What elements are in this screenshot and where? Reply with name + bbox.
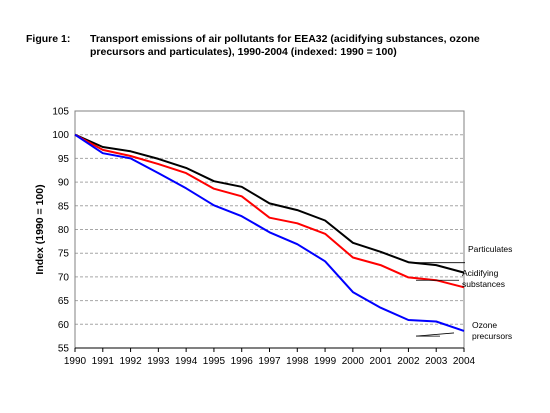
y-tick-label: 85 [58, 201, 70, 212]
figure-label: Figure 1: [26, 33, 71, 45]
x-tick-label: 2004 [453, 356, 476, 367]
series-label: Ozone [472, 320, 497, 330]
series-label: substances [462, 279, 505, 289]
series-line-particulates [74, 133, 465, 274]
y-tick-label: 100 [52, 130, 69, 141]
y-axis-tick-labels: 55 60 65 70 75 80 85 90 95 100 105 [52, 107, 69, 355]
x-tick-label: 1997 [258, 356, 281, 367]
series-lines [74, 133, 465, 332]
x-tick-label: 1995 [203, 356, 226, 367]
series-label: precursors [472, 331, 512, 341]
figure-title: Transport emissions of air pollutants fo… [90, 33, 480, 58]
x-tick-label: 2001 [370, 356, 393, 367]
series-label: Particulates [468, 244, 512, 254]
x-tick-label: 2003 [425, 356, 448, 367]
y-tick-label: 70 [58, 272, 70, 283]
y-tick-label: 95 [58, 154, 70, 165]
label-leader-line [415, 332, 455, 337]
x-tick-label: 1992 [119, 356, 142, 367]
y-tick-label: 75 [58, 249, 70, 260]
y-tick-label: 80 [58, 225, 70, 236]
x-tick-label: 1990 [64, 356, 87, 367]
series-line-acidifying-substances [74, 133, 465, 289]
y-tick-label: 60 [58, 320, 70, 331]
x-tick-label: 1993 [147, 356, 170, 367]
x-tick-label: 1998 [286, 356, 309, 367]
y-tick-label: 90 [58, 178, 70, 189]
gridlines [75, 134, 464, 325]
x-axis-tick-labels: 1990 1991 1992 1993 1994 1995 1996 1997 1998 1999… [64, 348, 476, 367]
series-label: Acidifying [462, 268, 499, 278]
y-tick-label: 105 [52, 107, 69, 118]
y-tick-label: 55 [58, 344, 70, 355]
x-tick-label: 1996 [231, 356, 254, 367]
series-line-ozone-precursors [74, 133, 465, 332]
y-axis-label: Index (1990 = 100) [34, 184, 46, 274]
x-tick-label: 2002 [397, 356, 420, 367]
x-tick-label: 1999 [314, 356, 337, 367]
x-tick-label: 2000 [342, 356, 365, 367]
x-tick-label: 1991 [92, 356, 115, 367]
x-tick-label: 1994 [175, 356, 198, 367]
y-tick-label: 65 [58, 296, 70, 307]
